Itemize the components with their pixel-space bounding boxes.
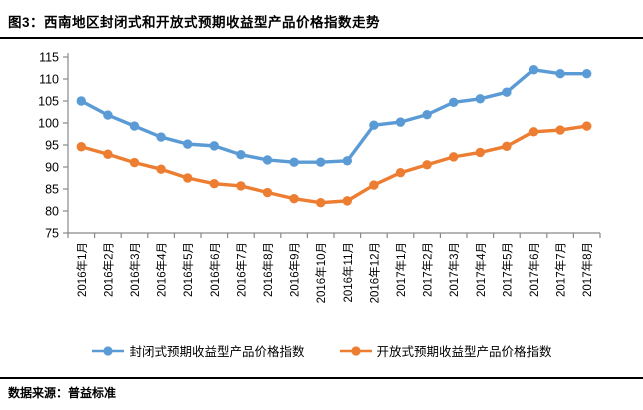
x-axis-tick-label: 2016年6月	[208, 242, 222, 297]
x-axis-tick-label: 2017年2月	[421, 242, 435, 297]
data-point-0-10	[342, 156, 352, 166]
data-point-1-19	[582, 121, 592, 131]
chart-legend: 封闭式预期收益型产品价格指数 开放式预期收益型产品价格指数	[0, 341, 643, 360]
y-axis-tick-label: 85	[45, 183, 59, 197]
x-axis-tick-label: 2016年3月	[128, 242, 142, 297]
y-axis-tick-label: 110	[39, 73, 59, 87]
closed-series-legend-marker-icon	[92, 345, 125, 356]
data-point-1-17	[528, 127, 539, 137]
data-point-0-4	[183, 139, 193, 149]
x-axis-tick-label: 2017年8月	[580, 242, 594, 297]
data-point-0-9	[316, 157, 326, 167]
open-series-legend-marker-icon	[339, 345, 372, 356]
data-point-1-6	[236, 181, 246, 191]
x-axis-tick-label: 2016年9月	[288, 242, 302, 297]
x-axis-tick-label: 2016年5月	[181, 242, 195, 297]
chart-title: 图3：西南地区封闭式和开放式预期收益型产品价格指数走势	[8, 15, 381, 30]
data-point-1-3	[156, 164, 166, 174]
y-axis-tick-label: 115	[39, 51, 59, 65]
data-point-0-2	[129, 121, 140, 131]
x-axis-tick-label: 2017年7月	[554, 242, 568, 297]
data-point-1-18	[555, 125, 565, 135]
x-axis-tick-label: 2016年11月	[341, 242, 355, 303]
data-point-0-12	[395, 117, 406, 127]
data-point-0-17	[528, 65, 539, 75]
data-point-1-8	[289, 193, 299, 204]
legend-item-closed: 封闭式预期收益型产品价格指数	[91, 341, 305, 360]
y-axis-tick-label: 95	[45, 139, 59, 153]
x-axis-tick-label: 2016年4月	[155, 242, 169, 297]
data-point-0-5	[209, 141, 219, 151]
x-axis-tick-label: 2016年8月	[261, 242, 275, 297]
data-point-1-12	[395, 168, 406, 178]
y-axis-tick-label: 80	[45, 205, 59, 219]
legend-item-open: 开放式预期收益型产品价格指数	[339, 341, 552, 360]
x-axis-tick-label: 2016年2月	[101, 242, 115, 297]
data-point-1-1	[103, 149, 113, 159]
data-point-1-7	[262, 187, 273, 198]
data-point-0-8	[289, 157, 299, 167]
footer-divider	[0, 377, 643, 379]
x-axis-tick-label: 2017年3月	[447, 242, 461, 297]
data-point-0-0	[76, 96, 87, 106]
data-point-1-5	[209, 179, 219, 189]
data-point-0-14	[449, 97, 459, 108]
data-point-1-13	[422, 160, 432, 170]
price-index-chart: 75 80 85 90 95 100 105 110 115 2016年1月 2016年2月 2016…	[38, 51, 601, 303]
data-point-1-11	[369, 180, 379, 190]
data-point-1-10	[342, 196, 352, 206]
data-point-1-2	[129, 157, 140, 168]
x-axis-tick-label: 2016年7月	[234, 242, 248, 297]
legend-label-closed: 封闭式预期收益型产品价格指数	[129, 345, 305, 359]
data-point-0-16	[502, 87, 512, 97]
x-axis-tick-label: 2016年1月	[75, 242, 89, 297]
data-point-0-18	[555, 69, 565, 79]
data-point-1-14	[449, 152, 459, 162]
data-point-0-1	[103, 110, 113, 120]
y-axis-tick-label: 90	[45, 161, 59, 175]
x-axis-tick-label: 2017年6月	[527, 242, 541, 297]
data-source: 数据来源：普益标准	[8, 386, 117, 400]
x-axis-tick-label: 2017年1月	[394, 242, 408, 297]
x-axis-tick-label: 2017年4月	[474, 242, 488, 297]
data-point-1-9	[316, 197, 326, 208]
data-point-0-7	[262, 155, 273, 165]
x-axis-tick-label: 2016年10月	[314, 242, 328, 303]
data-point-0-3	[156, 132, 166, 142]
title-divider	[0, 37, 643, 39]
data-point-0-11	[369, 120, 379, 130]
data-point-0-19	[582, 69, 592, 79]
data-point-1-15	[475, 147, 485, 158]
data-point-0-15	[475, 94, 485, 104]
legend-label-open: 开放式预期收益型产品价格指数	[376, 345, 552, 359]
y-axis-tick-label: 100	[38, 117, 59, 131]
data-point-1-4	[183, 173, 193, 183]
data-point-1-16	[502, 141, 512, 152]
data-point-0-13	[422, 109, 432, 120]
y-axis-tick-label: 105	[38, 95, 59, 109]
data-point-0-6	[236, 149, 246, 160]
y-axis-tick-label: 75	[45, 227, 59, 241]
x-axis-tick-label: 2017年5月	[500, 242, 514, 297]
x-axis-tick-label: 2016年12月	[367, 242, 381, 303]
data-point-1-0	[76, 142, 87, 152]
